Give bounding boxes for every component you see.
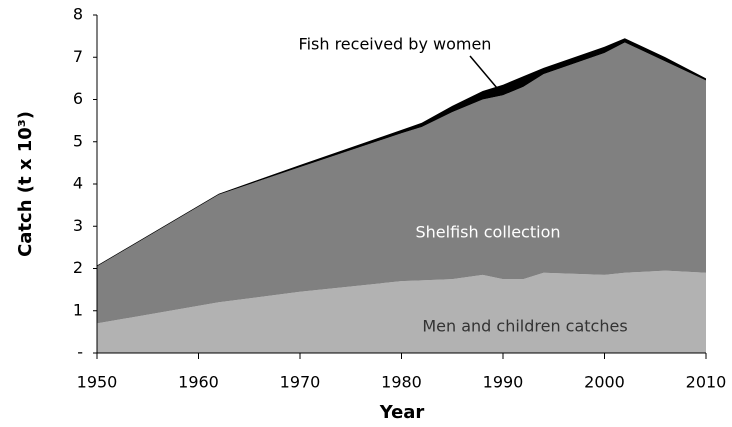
area bbox=[97, 270, 706, 353]
y-tick-label: 6 bbox=[73, 89, 83, 108]
y-tick-label: 4 bbox=[73, 174, 83, 193]
y-tick-label: 8 bbox=[73, 5, 83, 24]
y-tick-label: 1 bbox=[73, 300, 83, 319]
x-tick-label: 1960 bbox=[178, 373, 219, 392]
y-tick-label: 7 bbox=[73, 47, 83, 66]
x-tick-label: 1990 bbox=[483, 373, 524, 392]
y-tick-label: 5 bbox=[73, 131, 83, 150]
area bbox=[97, 42, 706, 324]
x-tick-label: 2000 bbox=[584, 373, 625, 392]
y-tick-label: 2 bbox=[73, 258, 83, 277]
series-label: Shelfish collection bbox=[416, 223, 561, 242]
x-tick-label: 2010 bbox=[686, 373, 727, 392]
leader-line bbox=[469, 55, 498, 89]
y-tick-label: - bbox=[77, 343, 83, 362]
series-label: Men and children catches bbox=[422, 317, 627, 336]
x-axis-title: Year bbox=[379, 402, 425, 423]
y-tick-label: 3 bbox=[73, 216, 83, 235]
x-tick-label: 1970 bbox=[280, 373, 321, 392]
series-label: Fish received by women bbox=[299, 35, 492, 54]
x-tick-label: 1980 bbox=[381, 373, 422, 392]
x-tick-label: 1950 bbox=[77, 373, 118, 392]
y-axis-title: Catch (t x 10³) bbox=[15, 111, 36, 257]
